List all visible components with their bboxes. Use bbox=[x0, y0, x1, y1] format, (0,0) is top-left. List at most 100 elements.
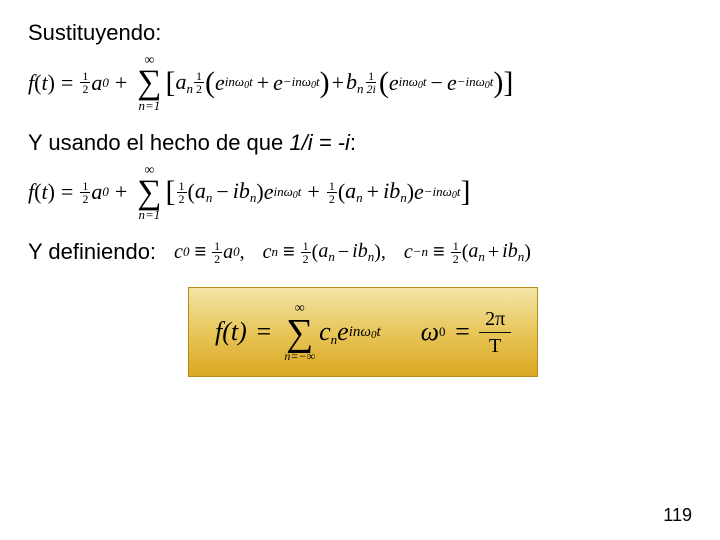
sym-e: e bbox=[273, 70, 283, 96]
frac-half: 12 bbox=[80, 70, 90, 95]
sum-bot: n=−∞ bbox=[284, 350, 315, 362]
frac-half: 12 bbox=[451, 240, 461, 265]
frac-num: 1 bbox=[177, 180, 187, 193]
sym-ibn: ibn bbox=[383, 178, 407, 206]
paren-close: ) bbox=[256, 179, 263, 205]
exp-inw: inω bbox=[349, 324, 371, 340]
sym-b: b bbox=[239, 178, 250, 203]
heading2-post: : bbox=[350, 130, 356, 155]
exp-pos: inω0t bbox=[399, 74, 427, 91]
bracket-open: [ bbox=[166, 175, 176, 209]
sym-b: b bbox=[358, 240, 368, 262]
frac-den: 2 bbox=[80, 83, 90, 95]
sym-plus: + bbox=[115, 70, 127, 96]
exp-inw: inω bbox=[225, 74, 244, 89]
paren-open: ( bbox=[205, 66, 215, 100]
sub-n: n bbox=[272, 244, 279, 260]
definition-c0: c0 ≡ 12 a0 , bbox=[174, 240, 245, 265]
sym-e: e bbox=[337, 317, 349, 347]
sym-omega: ω bbox=[421, 317, 439, 347]
sub-zero: 0 bbox=[102, 75, 109, 91]
sym-ident: ≡ bbox=[194, 241, 206, 264]
paren-close: ) bbox=[238, 317, 247, 347]
sub-n: n bbox=[187, 81, 194, 96]
sym-e: e bbox=[264, 179, 274, 205]
sym-plus: + bbox=[115, 179, 127, 205]
frac-den: 2 bbox=[177, 193, 187, 205]
sub-zero: 0 bbox=[183, 244, 190, 260]
frac-half: 12 bbox=[177, 180, 187, 205]
paren-open: ( bbox=[312, 241, 319, 264]
sym-cn: cn bbox=[319, 317, 337, 348]
frac-half-2i: 12i bbox=[365, 70, 378, 95]
sub-zero: 0 bbox=[102, 184, 109, 200]
exp-neg: −inω0t bbox=[457, 74, 494, 91]
sub-n: n bbox=[206, 190, 213, 205]
sum-sigma: ∑ bbox=[137, 178, 161, 209]
equation-1: f ( t ) = 12 a0 + ∞ ∑ n=1 [ an 12 ( einω… bbox=[28, 54, 692, 112]
heading-substituting: Sustituyendo: bbox=[28, 20, 692, 46]
bracket-open: [ bbox=[166, 66, 176, 100]
omega-definition: ω0 = 2π T bbox=[421, 308, 512, 357]
sym-a: a bbox=[345, 178, 356, 203]
heading2-pre: Y usando el hecho de que bbox=[28, 130, 289, 155]
equation-2: f ( t ) = 12 a0 + ∞ ∑ n=1 [ 12 ( an − ib… bbox=[28, 164, 692, 222]
exp-minw: −inω bbox=[424, 184, 452, 199]
sym-eq: = bbox=[454, 317, 472, 347]
sym-minus: − bbox=[216, 179, 228, 205]
sub-n: n bbox=[357, 81, 364, 96]
exp-inw: inω bbox=[273, 184, 292, 199]
sym-plus: + bbox=[367, 179, 379, 205]
frac-den: T bbox=[483, 333, 507, 357]
sym-b: b bbox=[508, 240, 518, 262]
sym-an: an bbox=[195, 178, 213, 206]
sym-e: e bbox=[414, 179, 424, 205]
sub-n: n bbox=[328, 249, 335, 264]
sym-ident: ≡ bbox=[433, 241, 445, 264]
sym-plus: + bbox=[257, 70, 269, 96]
exp-t: t bbox=[298, 184, 302, 199]
sym-plus: + bbox=[488, 241, 499, 264]
definitions-row: Y definiendo: c0 ≡ 12 a0 , cn ≡ 12 ( an … bbox=[28, 239, 692, 265]
sym-e: e bbox=[447, 70, 457, 96]
paren-open: ( bbox=[188, 179, 195, 205]
sym-ibn: ibn bbox=[502, 240, 524, 265]
sym-an: an bbox=[345, 178, 363, 206]
sub-n: n bbox=[356, 190, 363, 205]
definition-c-minus-n: c−n ≡ 12 ( an + ibn ) bbox=[404, 240, 531, 265]
sym-a: a bbox=[468, 240, 478, 262]
sum-neg-inf: −∞ bbox=[298, 349, 315, 363]
paren-close: ) bbox=[320, 66, 330, 100]
sym-ibn: ibn bbox=[233, 178, 257, 206]
heading2-ital: 1/i = -i bbox=[289, 130, 350, 155]
sym-a: a bbox=[91, 179, 102, 205]
sym-a: a bbox=[223, 241, 233, 264]
sym-pi: π bbox=[495, 308, 505, 330]
sym-c: c bbox=[404, 241, 413, 264]
frac-2pi-T: 2π T bbox=[479, 308, 511, 357]
paren-close: ) bbox=[493, 66, 503, 100]
frac-half: 12 bbox=[301, 240, 311, 265]
sym-e: e bbox=[389, 70, 399, 96]
heading-using-fact: Y usando el hecho de que 1/i = -i: bbox=[28, 130, 692, 156]
frac-num: 1 bbox=[451, 240, 461, 253]
frac-den: 2 bbox=[80, 193, 90, 205]
exp-neg: −inω0t bbox=[424, 184, 461, 201]
paren-close: ) bbox=[48, 70, 55, 96]
sum-sigma: ∑ bbox=[137, 68, 161, 99]
frac-num: 1 bbox=[80, 180, 90, 193]
exp-pos: inω0t bbox=[273, 184, 301, 201]
sym-f: f bbox=[215, 317, 222, 347]
sub-zero: 0 bbox=[439, 324, 446, 340]
sub-minus-n: −n bbox=[413, 244, 428, 260]
sym-b: b bbox=[346, 69, 357, 94]
sym-c: c bbox=[174, 241, 183, 264]
frac-den: 2i bbox=[365, 83, 378, 95]
exp-t: t bbox=[249, 74, 253, 89]
paren-open: ( bbox=[462, 241, 469, 264]
fourier-complex-form: f ( t ) = ∞ ∑ n=−∞ cn einω0t bbox=[215, 302, 381, 362]
frac-den: 2 bbox=[301, 253, 311, 265]
sym-a: a bbox=[176, 69, 187, 94]
sym-plus: + bbox=[332, 70, 344, 96]
sym-minus: − bbox=[338, 241, 349, 264]
